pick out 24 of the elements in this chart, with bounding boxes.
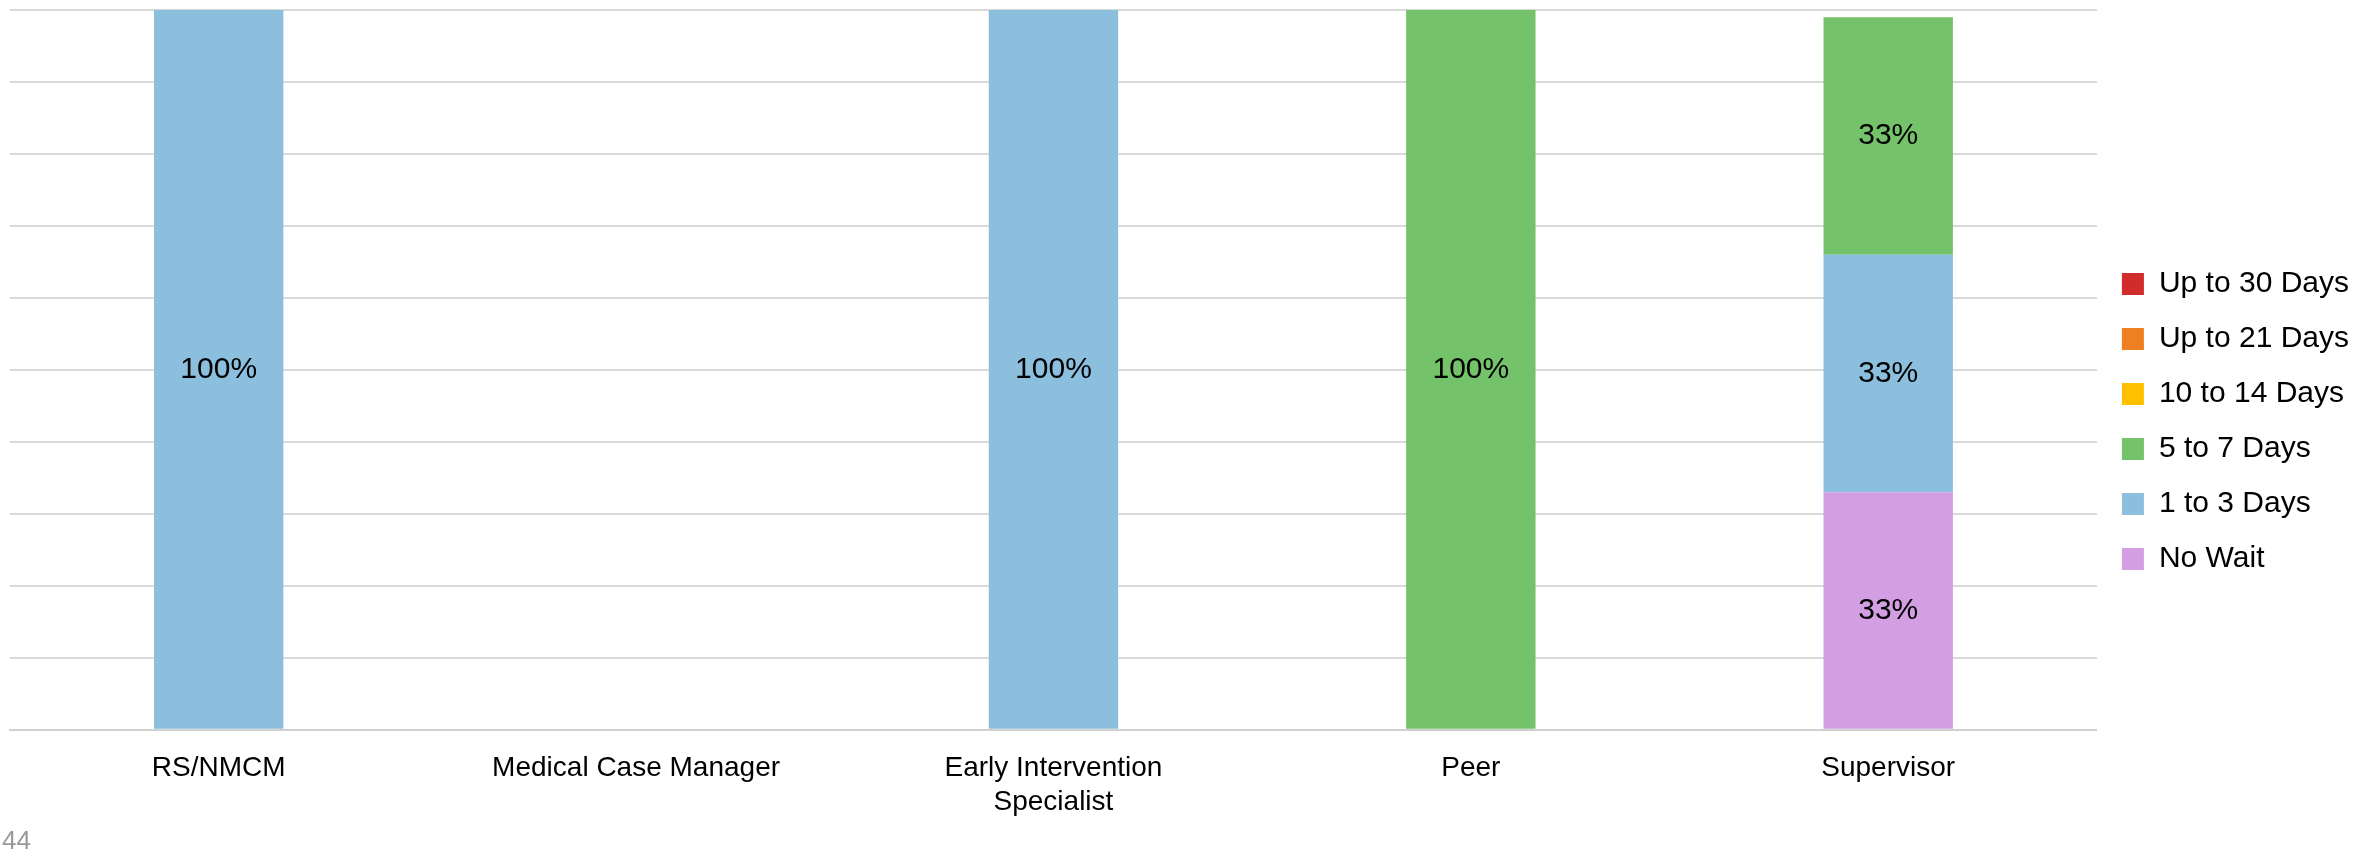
legend-label: Up to 21 Days: [2158, 320, 2349, 354]
bar: [1823, 492, 1953, 729]
legend-label: No Wait: [2158, 540, 2266, 574]
x-tick-label: RS/NMCM: [151, 751, 286, 783]
bar: [1823, 17, 1953, 255]
x-tick-label: Early Intervention Specialist: [944, 751, 1163, 816]
legend-label: 1 to 3 Days: [2158, 485, 2311, 519]
text: 44: [2, 825, 31, 856]
legend-label: 5 to 7 Days: [2158, 430, 2311, 464]
bar: [1406, 10, 1536, 729]
data-label: 33%: [1858, 117, 1919, 151]
legend-label: Up to 30 Days: [2158, 265, 2349, 299]
bar: [154, 10, 284, 729]
x-tick-label: Peer: [1441, 751, 1501, 783]
legend-label: 10 to 14 Days: [2158, 375, 2345, 409]
x-tick-label: Medical Case Manager: [492, 751, 781, 783]
x-tick-label: Supervisor: [1821, 751, 1956, 783]
bar: [988, 10, 1119, 729]
bar: [1823, 254, 1953, 493]
data-label: 100%: [1432, 350, 1510, 384]
data-label: 33%: [1858, 354, 1919, 388]
data-label: 100%: [180, 350, 258, 384]
data-label: 100%: [1015, 350, 1092, 384]
data-label: 33%: [1858, 591, 1919, 625]
